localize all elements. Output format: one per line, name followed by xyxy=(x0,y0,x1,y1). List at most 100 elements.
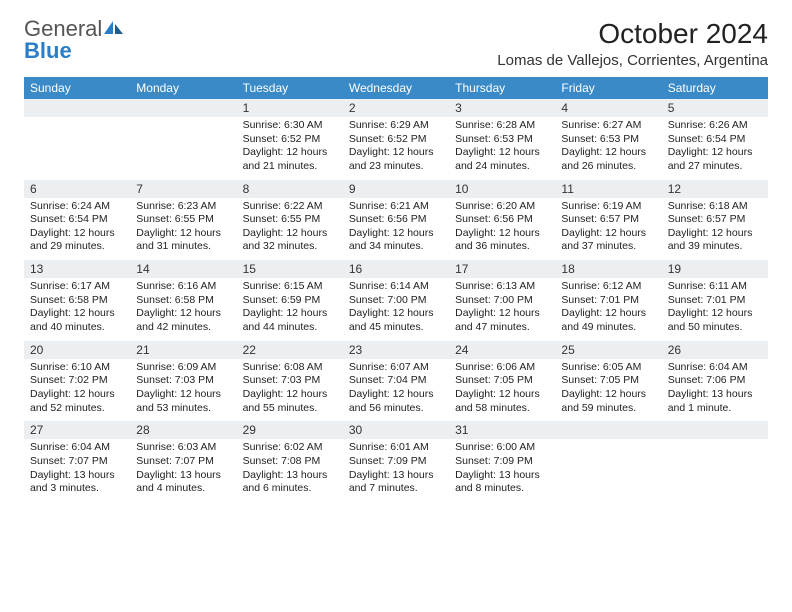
location-text: Lomas de Vallejos, Corrientes, Argentina xyxy=(497,52,768,69)
sunset-line: Sunset: 6:55 PM xyxy=(243,213,337,227)
daylight-line: Daylight: 13 hours and 7 minutes. xyxy=(349,469,443,496)
day-cell: Sunrise: 6:11 AMSunset: 7:01 PMDaylight:… xyxy=(662,278,768,341)
day-cell: Sunrise: 6:00 AMSunset: 7:09 PMDaylight:… xyxy=(449,439,555,502)
week-cellrow: Sunrise: 6:17 AMSunset: 6:58 PMDaylight:… xyxy=(24,278,768,341)
empty-daynum xyxy=(662,421,768,439)
daylight-line: Daylight: 12 hours and 49 minutes. xyxy=(561,307,655,334)
day-number: 21 xyxy=(130,341,236,359)
sunset-line: Sunset: 6:56 PM xyxy=(455,213,549,227)
day-number: 9 xyxy=(343,180,449,198)
sunrise-line: Sunrise: 6:22 AM xyxy=(243,200,337,214)
sunset-line: Sunset: 7:03 PM xyxy=(243,374,337,388)
day-header-row: SundayMondayTuesdayWednesdayThursdayFrid… xyxy=(24,77,768,99)
day-cell: Sunrise: 6:04 AMSunset: 7:06 PMDaylight:… xyxy=(662,359,768,422)
daylight-line: Daylight: 12 hours and 39 minutes. xyxy=(668,227,762,254)
sunset-line: Sunset: 7:07 PM xyxy=(30,455,124,469)
day-number: 19 xyxy=(662,260,768,278)
sunset-line: Sunset: 6:55 PM xyxy=(136,213,230,227)
sunset-line: Sunset: 7:09 PM xyxy=(349,455,443,469)
daylight-line: Daylight: 12 hours and 40 minutes. xyxy=(30,307,124,334)
sunset-line: Sunset: 6:56 PM xyxy=(349,213,443,227)
day-cell: Sunrise: 6:07 AMSunset: 7:04 PMDaylight:… xyxy=(343,359,449,422)
sunrise-line: Sunrise: 6:21 AM xyxy=(349,200,443,214)
day-cell: Sunrise: 6:24 AMSunset: 6:54 PMDaylight:… xyxy=(24,198,130,261)
sunset-line: Sunset: 6:57 PM xyxy=(668,213,762,227)
day-number: 27 xyxy=(24,421,130,439)
sunrise-line: Sunrise: 6:11 AM xyxy=(668,280,762,294)
day-number: 20 xyxy=(24,341,130,359)
day-cell: Sunrise: 6:04 AMSunset: 7:07 PMDaylight:… xyxy=(24,439,130,502)
sunset-line: Sunset: 6:54 PM xyxy=(668,133,762,147)
daylight-line: Daylight: 12 hours and 23 minutes. xyxy=(349,146,443,173)
day-number: 30 xyxy=(343,421,449,439)
sunset-line: Sunset: 6:57 PM xyxy=(561,213,655,227)
day-number: 2 xyxy=(343,99,449,117)
sunrise-line: Sunrise: 6:04 AM xyxy=(30,441,124,455)
day-header-saturday: Saturday xyxy=(662,77,768,99)
day-cell: Sunrise: 6:17 AMSunset: 6:58 PMDaylight:… xyxy=(24,278,130,341)
empty-daycell xyxy=(130,117,236,180)
empty-daycell xyxy=(662,439,768,502)
day-cell: Sunrise: 6:19 AMSunset: 6:57 PMDaylight:… xyxy=(555,198,661,261)
calendar-head: SundayMondayTuesdayWednesdayThursdayFrid… xyxy=(24,77,768,99)
week-cellrow: Sunrise: 6:30 AMSunset: 6:52 PMDaylight:… xyxy=(24,117,768,180)
empty-daycell xyxy=(555,439,661,502)
day-number: 18 xyxy=(555,260,661,278)
sunset-line: Sunset: 7:06 PM xyxy=(668,374,762,388)
sunrise-line: Sunrise: 6:15 AM xyxy=(243,280,337,294)
sunset-line: Sunset: 6:58 PM xyxy=(136,294,230,308)
sunrise-line: Sunrise: 6:07 AM xyxy=(349,361,443,375)
daylight-line: Daylight: 12 hours and 24 minutes. xyxy=(455,146,549,173)
sunset-line: Sunset: 7:01 PM xyxy=(668,294,762,308)
sunrise-line: Sunrise: 6:01 AM xyxy=(349,441,443,455)
daylight-line: Daylight: 12 hours and 44 minutes. xyxy=(243,307,337,334)
sunrise-line: Sunrise: 6:12 AM xyxy=(561,280,655,294)
sunrise-line: Sunrise: 6:26 AM xyxy=(668,119,762,133)
daylight-line: Daylight: 12 hours and 58 minutes. xyxy=(455,388,549,415)
daylight-line: Daylight: 13 hours and 8 minutes. xyxy=(455,469,549,496)
day-cell: Sunrise: 6:06 AMSunset: 7:05 PMDaylight:… xyxy=(449,359,555,422)
day-number: 15 xyxy=(237,260,343,278)
daylight-line: Daylight: 12 hours and 27 minutes. xyxy=(668,146,762,173)
sunrise-line: Sunrise: 6:06 AM xyxy=(455,361,549,375)
day-number: 17 xyxy=(449,260,555,278)
calendar-table: SundayMondayTuesdayWednesdayThursdayFrid… xyxy=(24,77,768,502)
daylight-line: Daylight: 13 hours and 6 minutes. xyxy=(243,469,337,496)
sunset-line: Sunset: 7:09 PM xyxy=(455,455,549,469)
week-cellrow: Sunrise: 6:04 AMSunset: 7:07 PMDaylight:… xyxy=(24,439,768,502)
week-numrow: 13141516171819 xyxy=(24,260,768,278)
day-cell: Sunrise: 6:29 AMSunset: 6:52 PMDaylight:… xyxy=(343,117,449,180)
day-cell: Sunrise: 6:20 AMSunset: 6:56 PMDaylight:… xyxy=(449,198,555,261)
title-block: October 2024 Lomas de Vallejos, Corrient… xyxy=(497,18,768,69)
sunrise-line: Sunrise: 6:24 AM xyxy=(30,200,124,214)
sunrise-line: Sunrise: 6:18 AM xyxy=(668,200,762,214)
brand-text: General Blue xyxy=(24,18,124,62)
calendar-page: General Blue October 2024 Lomas de Valle… xyxy=(0,0,792,520)
day-cell: Sunrise: 6:15 AMSunset: 6:59 PMDaylight:… xyxy=(237,278,343,341)
day-cell: Sunrise: 6:28 AMSunset: 6:53 PMDaylight:… xyxy=(449,117,555,180)
day-header-friday: Friday xyxy=(555,77,661,99)
sunrise-line: Sunrise: 6:16 AM xyxy=(136,280,230,294)
day-number: 31 xyxy=(449,421,555,439)
day-number: 5 xyxy=(662,99,768,117)
day-cell: Sunrise: 6:14 AMSunset: 7:00 PMDaylight:… xyxy=(343,278,449,341)
page-title: October 2024 xyxy=(497,18,768,50)
sunrise-line: Sunrise: 6:00 AM xyxy=(455,441,549,455)
daylight-line: Daylight: 13 hours and 3 minutes. xyxy=(30,469,124,496)
sunrise-line: Sunrise: 6:13 AM xyxy=(455,280,549,294)
sunrise-line: Sunrise: 6:10 AM xyxy=(30,361,124,375)
day-cell: Sunrise: 6:13 AMSunset: 7:00 PMDaylight:… xyxy=(449,278,555,341)
sunset-line: Sunset: 7:02 PM xyxy=(30,374,124,388)
week-cellrow: Sunrise: 6:24 AMSunset: 6:54 PMDaylight:… xyxy=(24,198,768,261)
day-cell: Sunrise: 6:01 AMSunset: 7:09 PMDaylight:… xyxy=(343,439,449,502)
sunset-line: Sunset: 6:53 PM xyxy=(455,133,549,147)
day-header-monday: Monday xyxy=(130,77,236,99)
daylight-line: Daylight: 12 hours and 29 minutes. xyxy=(30,227,124,254)
daylight-line: Daylight: 12 hours and 34 minutes. xyxy=(349,227,443,254)
week-numrow: 6789101112 xyxy=(24,180,768,198)
brand-logo: General Blue xyxy=(24,18,124,62)
day-cell: Sunrise: 6:08 AMSunset: 7:03 PMDaylight:… xyxy=(237,359,343,422)
sunrise-line: Sunrise: 6:28 AM xyxy=(455,119,549,133)
sunrise-line: Sunrise: 6:29 AM xyxy=(349,119,443,133)
daylight-line: Daylight: 12 hours and 36 minutes. xyxy=(455,227,549,254)
